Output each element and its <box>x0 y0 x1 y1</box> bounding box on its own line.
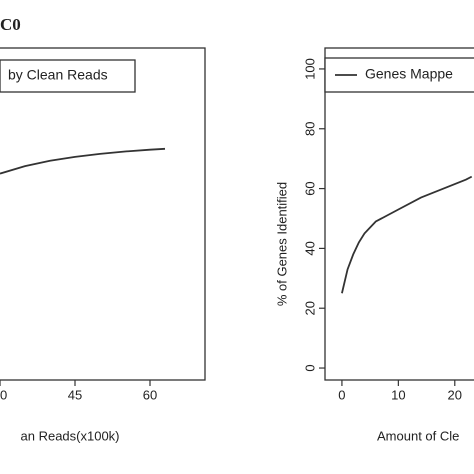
x-tick-label: 10 <box>391 387 405 402</box>
x-tick-label: 45 <box>68 387 82 402</box>
y-tick-label: 0 <box>302 364 317 371</box>
y-tick-label: 100 <box>302 58 317 80</box>
y-tick-label: 60 <box>302 181 317 195</box>
x-axis-label: Amount of Cle <box>377 428 459 443</box>
y-tick-label: 20 <box>302 301 317 315</box>
line-series <box>341 175 473 294</box>
x-tick-label: 0 <box>338 387 345 402</box>
y-tick-label: 80 <box>302 122 317 136</box>
y-tick-label: 40 <box>302 241 317 255</box>
legend-label: Genes Mappe <box>365 66 453 82</box>
x-tick-label: 30 <box>0 387 7 402</box>
legend-label: by Clean Reads <box>8 67 108 83</box>
x-axis-label: an Reads(x100k) <box>21 428 120 443</box>
y-axis-label: % of Genes Identified <box>274 182 289 306</box>
legend-box <box>0 59 136 93</box>
plot-frame <box>324 47 474 381</box>
x-tick-label: 60 <box>143 387 157 402</box>
line-series <box>0 147 166 175</box>
panel-title: C0 <box>0 15 21 34</box>
plot-frame <box>0 47 206 381</box>
x-tick-label: 20 <box>448 387 462 402</box>
